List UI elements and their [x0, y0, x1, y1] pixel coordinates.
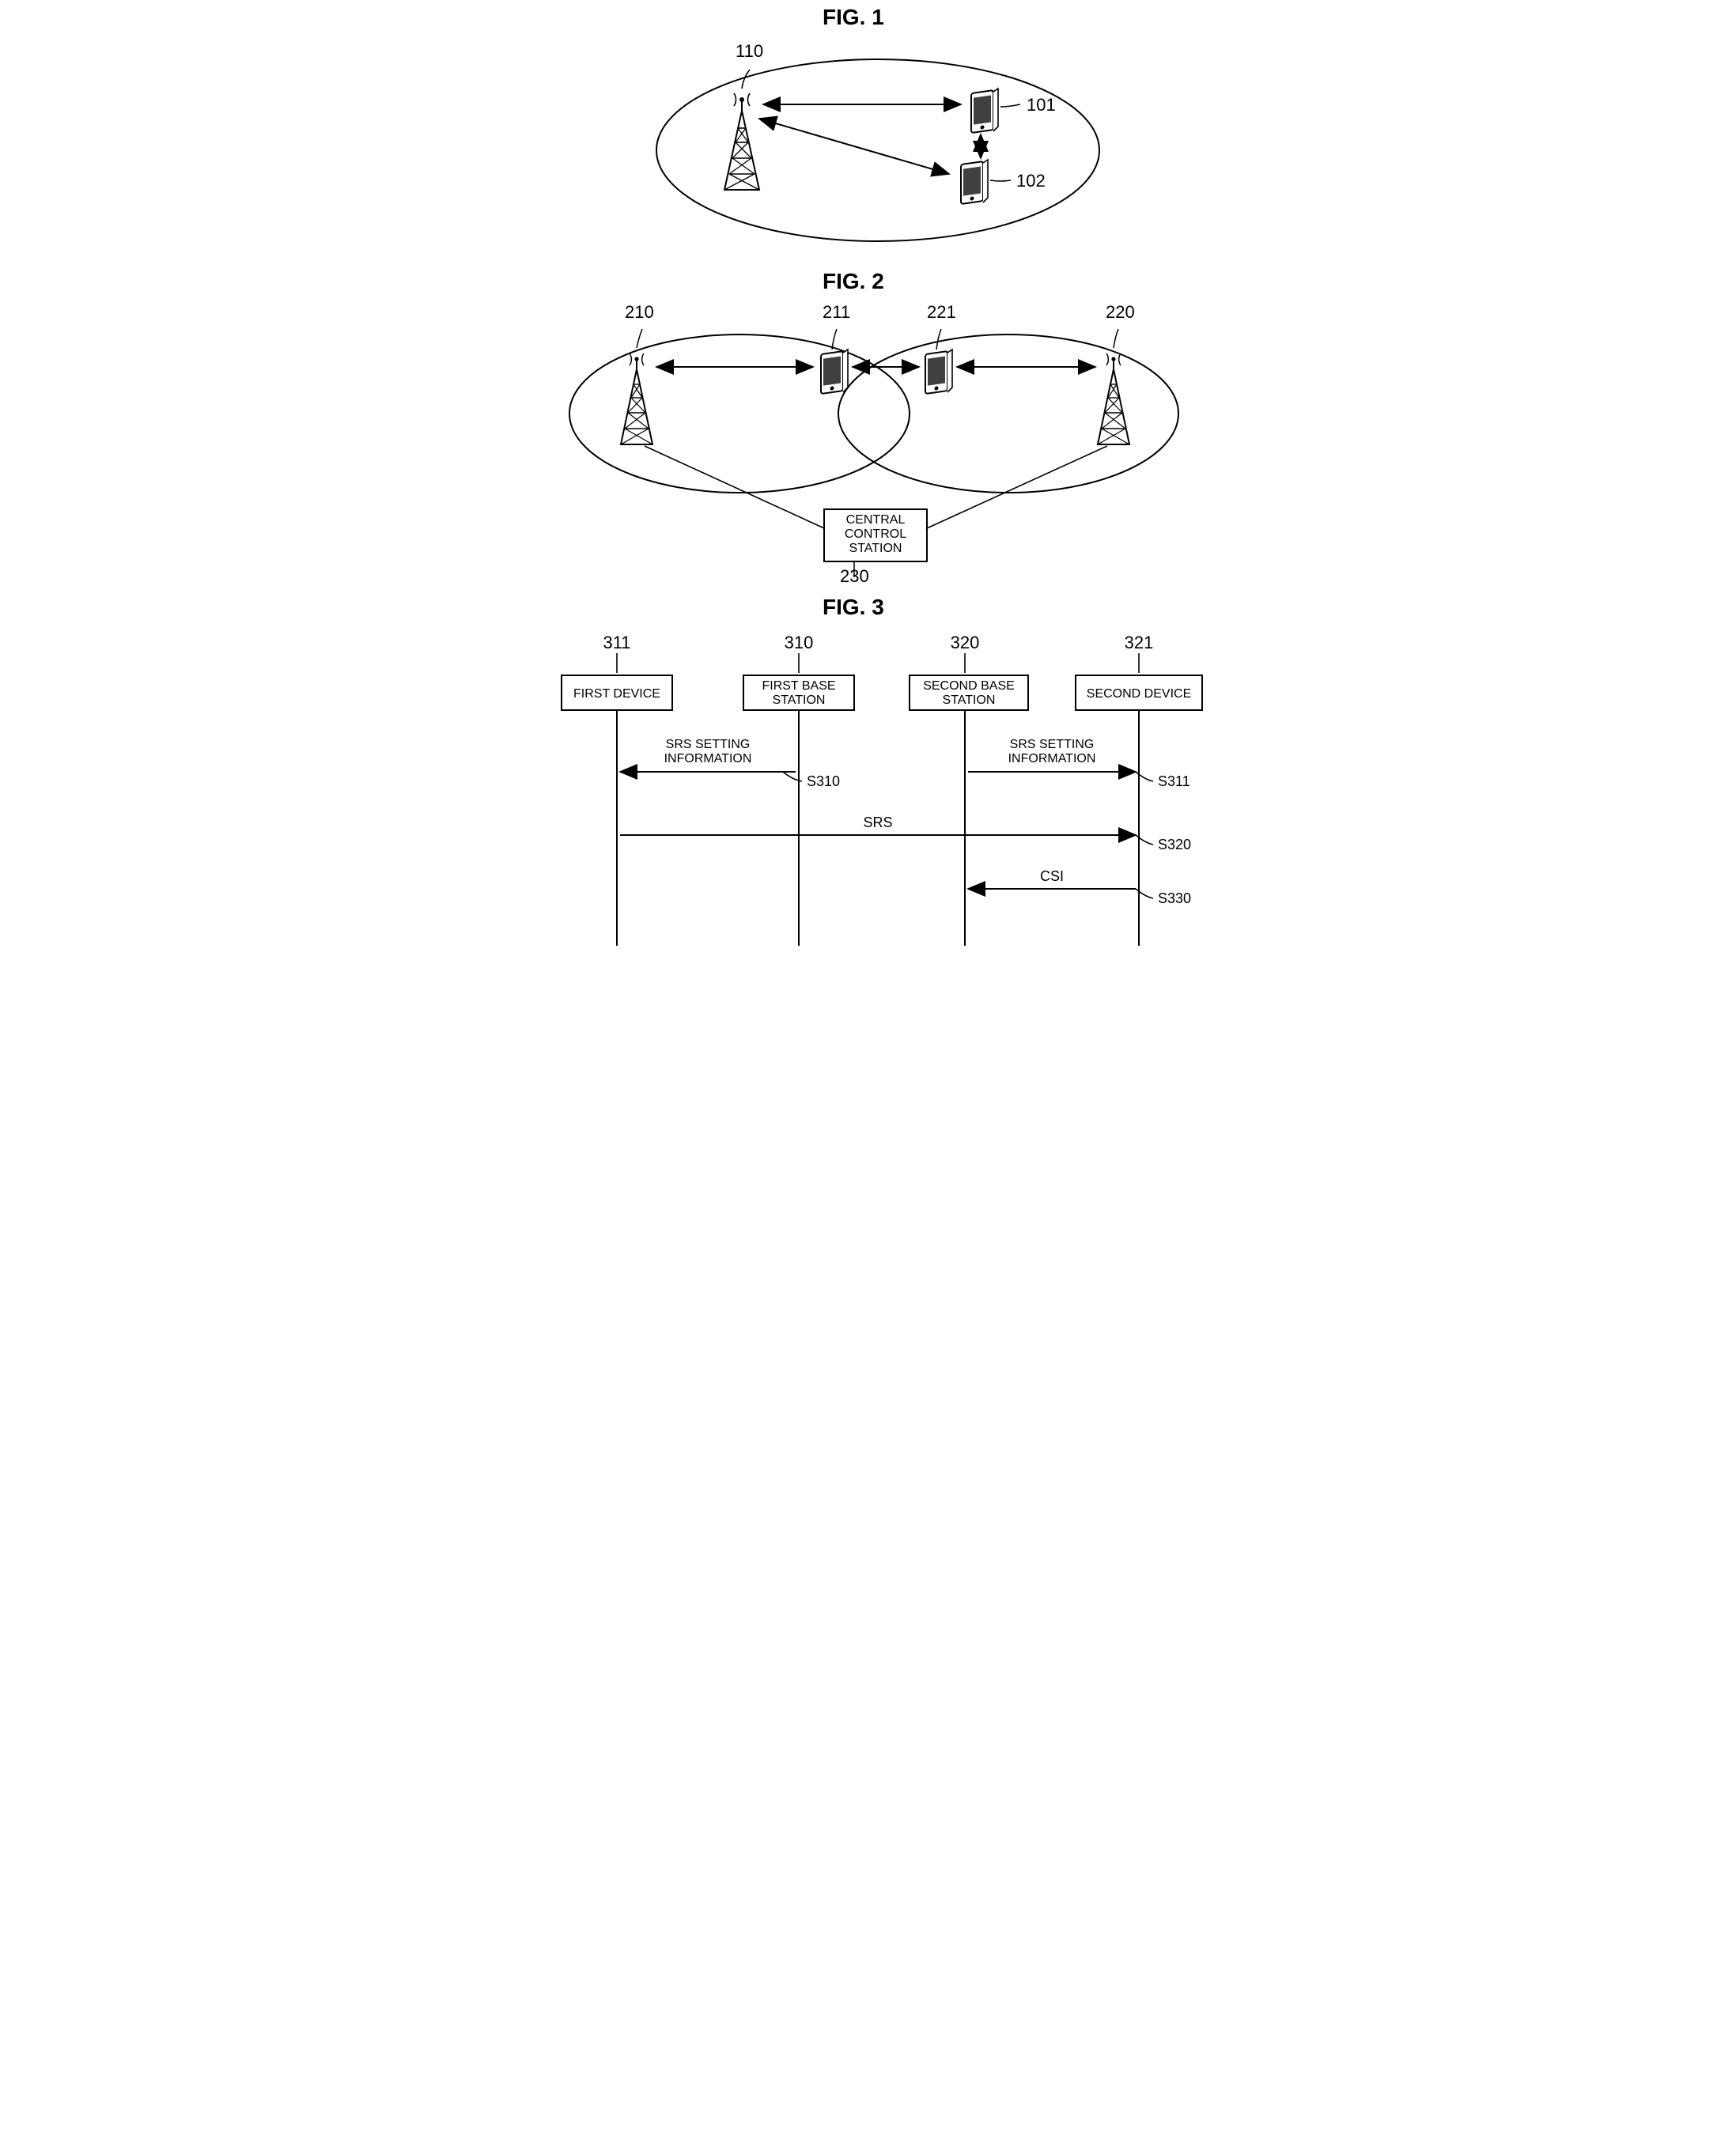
fig2-tower-right — [1098, 353, 1129, 444]
fig1-title: FIG. 1 — [823, 5, 884, 30]
fig2-leader-210 — [637, 329, 642, 348]
fig2-box-line2: CONTROL — [845, 527, 906, 541]
fig2-cell-left — [569, 334, 910, 493]
fig3-svg: 311 310 320 321 FIRST DEVICE FIRST BASE … — [498, 629, 1242, 946]
fig2-link-right — [927, 446, 1107, 528]
fig3-title: FIG. 3 — [823, 595, 884, 620]
fig3-text-srs-setting-l1: SRS SETTING — [666, 738, 751, 751]
fig3-box-second-device-text: SECOND DEVICE — [1087, 687, 1191, 701]
fig1-svg: 110 101 102 — [522, 40, 1218, 253]
fig2-svg: CENTRAL CONTROL STATION 210 211 221 220 … — [498, 299, 1242, 584]
fig3-box-first-device-text: FIRST DEVICE — [573, 687, 660, 701]
fig3-label-s330: S330 — [1158, 890, 1191, 906]
fig2-tower-left — [621, 353, 652, 444]
fig3-text-srs: SRS — [863, 814, 892, 830]
fig1-leader-110 — [742, 70, 750, 89]
fig3-lane0-num: 311 — [603, 633, 630, 652]
fig2-label-221: 221 — [927, 302, 956, 322]
fig2-label-210: 210 — [625, 302, 654, 322]
fig3-box-second-base-t1: SECOND BASE — [923, 679, 1015, 693]
fig2-leader-220 — [1114, 329, 1118, 348]
fig2-label-211: 211 — [823, 302, 850, 322]
fig2-title: FIG. 2 — [823, 269, 884, 294]
fig1-phone-102 — [961, 160, 988, 204]
fig2-box-line1: CENTRAL — [846, 513, 906, 527]
fig1-tower — [724, 93, 759, 190]
fig2-cell-right — [838, 334, 1178, 493]
fig3-lane1-num: 310 — [785, 633, 814, 652]
fig1-label-102: 102 — [1016, 171, 1046, 191]
fig1-leader-101 — [1000, 104, 1020, 107]
fig2-label-220: 220 — [1106, 302, 1135, 322]
fig2-link-left — [645, 446, 824, 528]
fig1-cell-ellipse — [656, 59, 1099, 241]
fig2-leader-211 — [832, 329, 837, 350]
fig1-phone-101 — [971, 89, 998, 133]
fig2-leader-221 — [936, 329, 941, 350]
fig3-box-first-base-t1: FIRST BASE — [762, 679, 835, 693]
fig3-lane3-num: 321 — [1125, 633, 1154, 652]
fig3-label-s320: S320 — [1158, 837, 1191, 852]
fig3-text-csi: CSI — [1040, 868, 1064, 884]
diagram-canvas: FIG. 1 — [482, 0, 1254, 952]
fig2-phone-221 — [925, 350, 952, 394]
fig2-phone-211 — [821, 350, 848, 394]
fig1-arrow-tower-phone2 — [759, 119, 949, 174]
fig3-label-s310: S310 — [807, 773, 840, 789]
fig3-box-second-base-t2: STATION — [943, 694, 996, 707]
fig2-label-230: 230 — [840, 566, 869, 584]
fig3-lane2-num: 320 — [951, 633, 980, 652]
fig2-box-line3: STATION — [849, 542, 902, 555]
fig3-label-s311: S311 — [1158, 773, 1190, 789]
fig3-text-srs-setting-r1: SRS SETTING — [1010, 738, 1095, 751]
fig3-box-first-base-t2: STATION — [773, 694, 826, 707]
fig1-label-110: 110 — [736, 41, 763, 61]
fig3-text-srs-setting-r2: INFORMATION — [1008, 752, 1096, 765]
fig1-label-101: 101 — [1027, 95, 1056, 115]
fig1-leader-102 — [990, 180, 1011, 181]
fig3-text-srs-setting-l2: INFORMATION — [664, 752, 752, 765]
